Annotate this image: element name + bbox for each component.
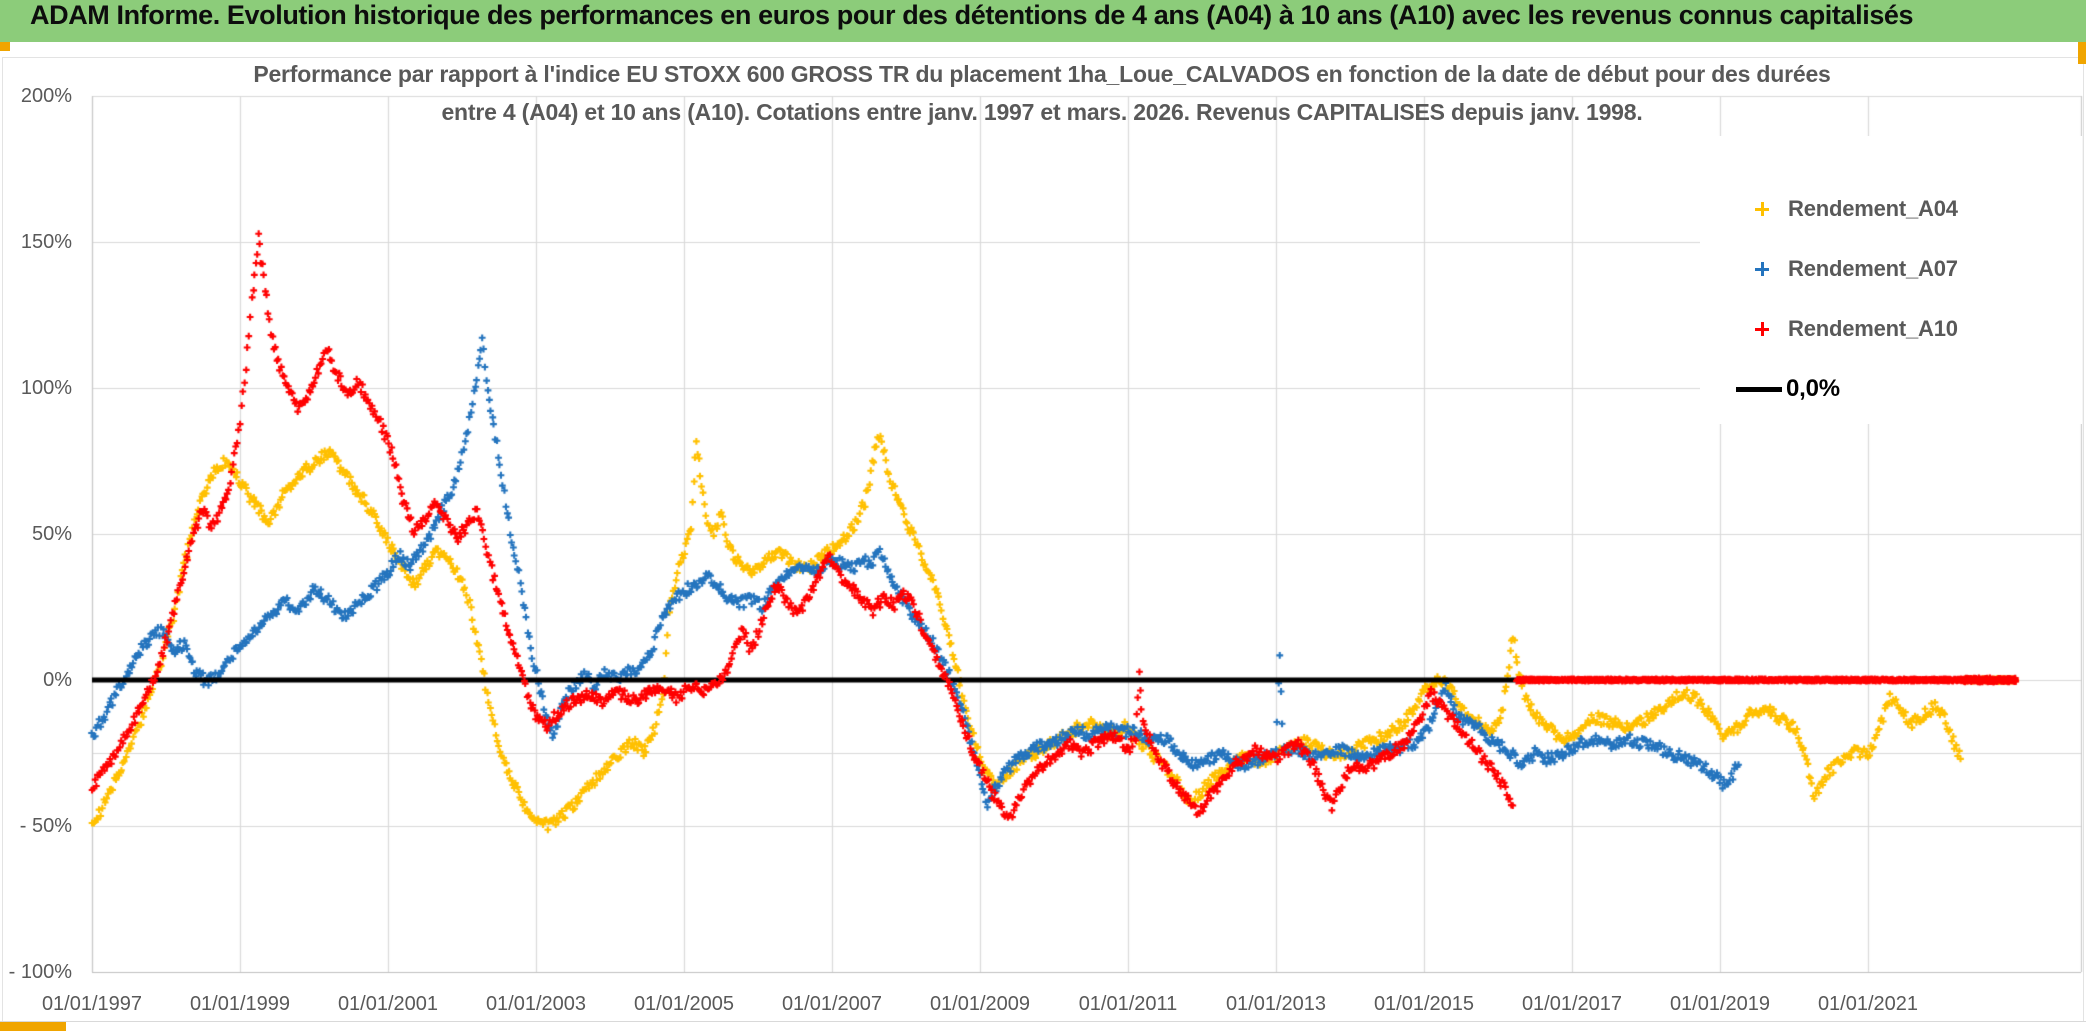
gold-accent-top-right bbox=[2078, 42, 2086, 64]
gold-accent-bottom-left bbox=[0, 1022, 66, 1031]
y-axis-label: 0% bbox=[43, 669, 72, 691]
x-axis-label: 01/01/2013 bbox=[1225, 993, 1327, 1015]
x-axis-label: 01/01/1997 bbox=[41, 993, 143, 1015]
chart-title-line1: Performance par rapport à l'indice EU ST… bbox=[253, 61, 1831, 87]
legend-item-0-0-: 0,0% bbox=[1700, 372, 2082, 406]
plus-marker-icon bbox=[1754, 201, 1770, 217]
x-axis-label: 01/01/2015 bbox=[1373, 993, 1475, 1015]
x-axis-label: 01/01/1999 bbox=[189, 993, 291, 1015]
gold-accent-top-left bbox=[0, 42, 10, 51]
x-axis-label: 01/01/2001 bbox=[337, 993, 439, 1015]
legend-label: 0,0% bbox=[1786, 375, 1840, 402]
x-axis-label: 01/01/2011 bbox=[1078, 993, 1178, 1015]
x-axis-label: 01/01/2021 bbox=[1817, 993, 1919, 1015]
x-axis-label: 01/01/2007 bbox=[781, 993, 883, 1015]
y-axis-label: 200% bbox=[20, 85, 72, 107]
y-axis-label: 150% bbox=[20, 231, 72, 253]
legend-label: Rendement_A10 bbox=[1788, 316, 1958, 341]
y-axis-label: 50% bbox=[31, 523, 72, 545]
legend-item-rendement-a10: Rendement_A10 bbox=[1700, 312, 2082, 346]
x-axis-label: 01/01/2009 bbox=[929, 993, 1031, 1015]
legend-label: Rendement_A04 bbox=[1788, 196, 1958, 221]
chart-legend: Rendement_A04 Rendement_A07 Rendement_A10 0… bbox=[1700, 136, 2082, 424]
plus-marker-icon bbox=[1754, 261, 1770, 277]
x-axis-label: 01/01/2017 bbox=[1521, 993, 1623, 1015]
y-axis-label: 100% bbox=[20, 377, 72, 399]
zero-line-swatch-icon bbox=[1736, 386, 1782, 392]
x-axis-label: 01/01/2005 bbox=[633, 993, 735, 1015]
bottom-rule bbox=[0, 1021, 2086, 1022]
legend-item-rendement-a07: Rendement_A07 bbox=[1700, 252, 2082, 286]
x-axis-label: 01/01/2019 bbox=[1669, 993, 1771, 1015]
plus-marker-icon bbox=[1754, 321, 1770, 337]
y-axis-label: - 100% bbox=[8, 961, 72, 983]
legend-item-rendement-a04: Rendement_A04 bbox=[1700, 192, 2082, 226]
legend-label: Rendement_A07 bbox=[1788, 256, 1958, 281]
y-axis-label: - 50% bbox=[19, 815, 72, 837]
x-axis-label: 01/01/2003 bbox=[485, 993, 587, 1015]
chart-title-line2: entre 4 (A04) et 10 ans (A10). Cotations… bbox=[441, 99, 1643, 125]
